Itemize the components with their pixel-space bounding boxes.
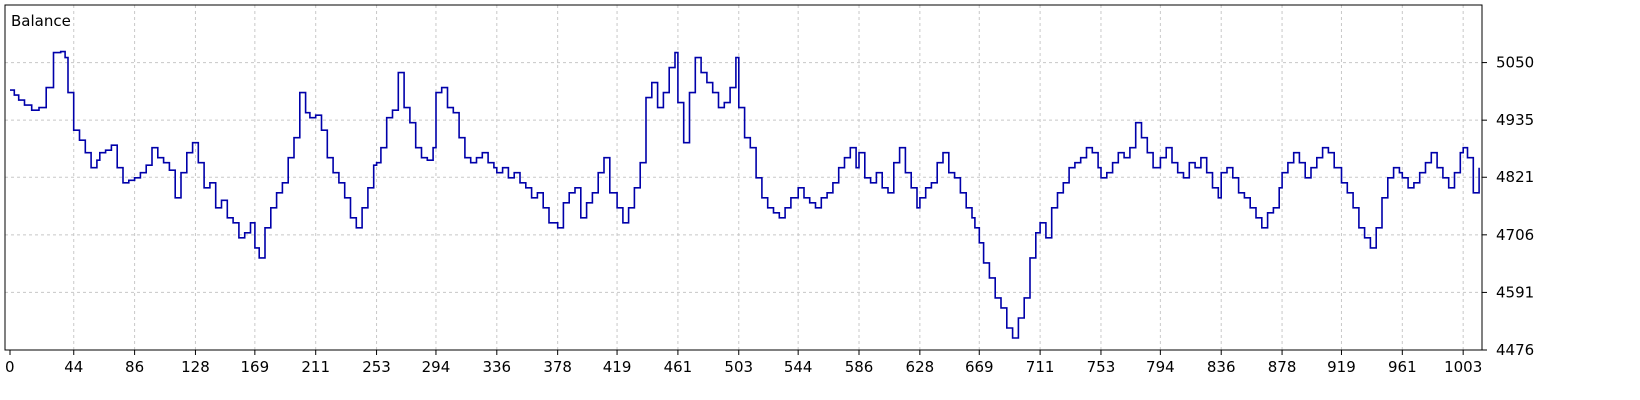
x-tick-label: 378 [543,358,572,376]
y-tick-label: 4706 [1496,226,1534,244]
y-tick-label: 4591 [1496,283,1534,301]
x-tick-label: 461 [664,358,693,376]
balance-series-line [10,50,1480,339]
x-tick-label: 503 [724,358,753,376]
x-tick-label: 294 [422,358,451,376]
x-tick-label: 1003 [1444,358,1482,376]
y-tick-label: 4935 [1496,111,1534,129]
x-tick-label: 253 [362,358,391,376]
x-tick-label: 0 [5,358,15,376]
x-tick-label: 86 [125,358,144,376]
x-tick-label: 169 [241,358,270,376]
x-tick-label: 544 [784,358,813,376]
x-tick-label: 628 [906,358,935,376]
y-tick-label: 4821 [1496,168,1534,186]
x-tick-label: 753 [1087,358,1116,376]
legend-label: Balance [11,12,71,30]
x-tick-label: 711 [1026,358,1055,376]
x-axis-ticks: 0 44 86 128 169 211 253 294 336 378 419 461 503 544 58… [5,350,1482,376]
x-tick-label: 419 [603,358,632,376]
series-layer [10,50,1480,339]
y-axis-ticks: 5050 4935 4821 4706 4591 4476 [1482,54,1534,359]
y-tick-label: 4476 [1496,341,1534,359]
x-tick-label: 669 [965,358,994,376]
x-tick-label: 919 [1327,358,1356,376]
x-tick-label: 878 [1268,358,1297,376]
y-tick-label: 5050 [1496,54,1534,72]
x-tick-label: 128 [181,358,210,376]
x-tick-label: 836 [1207,358,1236,376]
x-tick-label: 961 [1388,358,1417,376]
x-tick-label: 211 [301,358,330,376]
x-tick-label: 794 [1146,358,1175,376]
x-tick-label: 44 [64,358,83,376]
x-tick-label: 336 [482,358,511,376]
x-tick-label: 586 [845,358,874,376]
